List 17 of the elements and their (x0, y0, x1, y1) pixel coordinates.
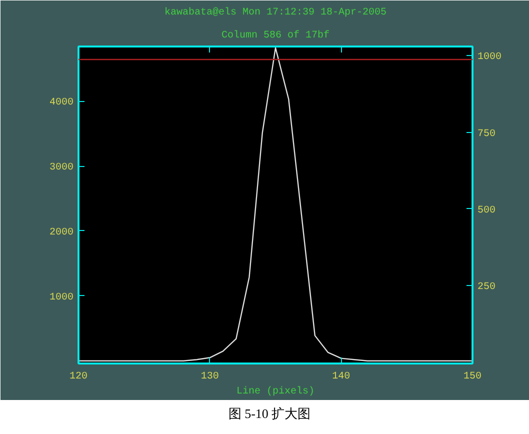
chart-title: kawabata@els Mon 17:12:39 18-Apr-2005 (164, 6, 387, 18)
x-tick-label: 130 (200, 372, 219, 382)
x-tick-label: 140 (332, 372, 350, 382)
y-tick-label: 2000 (49, 227, 74, 238)
x-tick-label: 120 (70, 372, 88, 382)
chart-subtitle: Column 586 of 17bf (221, 30, 330, 42)
y-tick-label: 4000 (49, 98, 74, 109)
y2-tick-label: 250 (478, 282, 496, 293)
x-tick-label: 150 (464, 372, 482, 382)
x-axis-title: Line (pixels) (236, 386, 315, 398)
line-series (78, 47, 472, 362)
y2-tick-label: 500 (478, 205, 496, 216)
y-tick-label: 3000 (49, 162, 74, 174)
y2-tick-label: 1000 (478, 52, 502, 64)
caption: 图 5-10 扩大图 (228, 405, 311, 423)
y2-tick-label: 750 (478, 128, 496, 140)
y-tick-label: 1000 (49, 292, 74, 304)
